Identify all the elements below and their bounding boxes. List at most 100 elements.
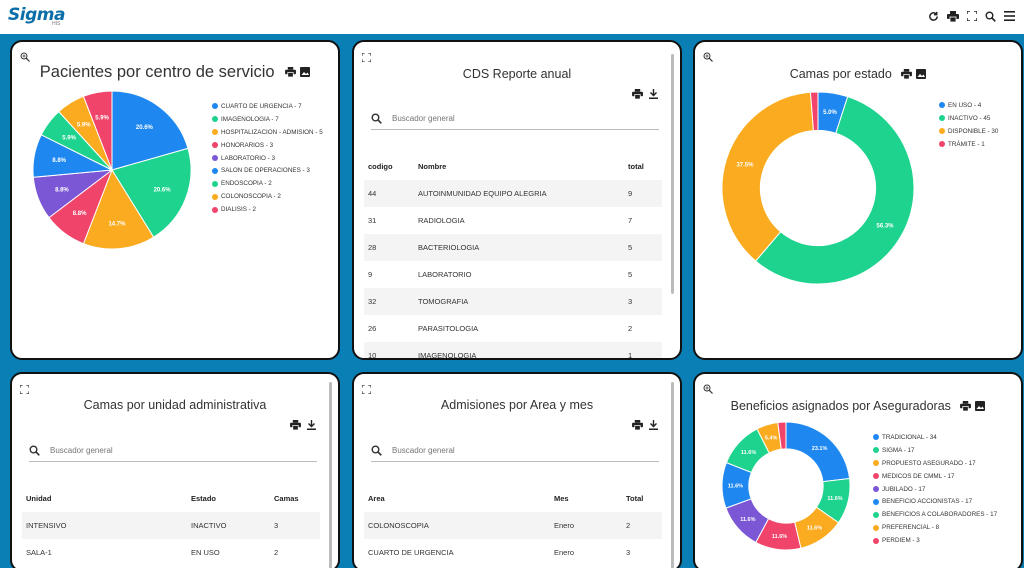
legend-item[interactable]: MEDICOS DE CMML - 17	[873, 470, 997, 483]
table-row[interactable]: 32 TOMOGRAFIA 3	[364, 288, 662, 315]
card-cds-reporte: CDS Reporte anual codigo Nombre total 44 AUT…	[352, 40, 682, 360]
pie-slice[interactable]	[82, 168, 155, 250]
column-header[interactable]: total	[628, 162, 644, 171]
legend-item[interactable]: BENEFICIO ACCIONISTAS - 17	[873, 495, 997, 508]
legend-item[interactable]: COLONOSCOPIA - 2	[212, 190, 323, 203]
app-logo[interactable]: Sigma	[8, 5, 65, 25]
legend-swatch	[939, 141, 945, 148]
scrollbar[interactable]	[329, 382, 332, 568]
print-icon[interactable]	[290, 417, 301, 435]
legend-item[interactable]: HONORARIOS - 3	[212, 139, 323, 152]
table-cell: 7	[628, 216, 633, 225]
table-row[interactable]: 28 BACTERIOLOGIA 5	[364, 234, 662, 261]
search-input[interactable]	[392, 446, 592, 455]
column-header[interactable]: Estado	[191, 494, 217, 503]
legend-item[interactable]: SALON DE OPERACIONES - 3	[212, 164, 323, 177]
zoom-icon[interactable]	[20, 49, 30, 62]
table-cell: 2	[626, 521, 631, 530]
legend-swatch	[873, 537, 879, 544]
print-icon[interactable]	[632, 417, 643, 435]
download-icon[interactable]	[307, 417, 316, 435]
donut-chart-beneficios: 23.1% 11.6% 11.6% 11.6% 11.6% 11.6% 11.6% 5.4%	[721, 421, 851, 551]
scrollbar[interactable]	[671, 54, 674, 294]
pie-slice[interactable]	[82, 90, 113, 171]
legend-item[interactable]: JUBILADO - 17	[873, 483, 997, 496]
image-icon[interactable]	[916, 68, 927, 82]
zoom-icon[interactable]	[703, 381, 713, 394]
legend-label: PREFERENCIAL - 8	[882, 524, 940, 532]
column-header[interactable]: Mes	[554, 494, 569, 503]
legend-item[interactable]: INACTIVO - 45	[939, 112, 998, 125]
download-icon[interactable]	[649, 86, 658, 104]
legend-item[interactable]: EN USO - 4	[939, 99, 998, 112]
table-row[interactable]: 31 RADIOLOGIA 7	[364, 207, 662, 234]
fullscreen-icon[interactable]	[965, 9, 978, 23]
legend-item[interactable]: DISPONIBLE - 30	[939, 125, 998, 138]
print-icon[interactable]	[285, 63, 297, 82]
fullscreen-icon[interactable]	[361, 49, 372, 63]
legend-item[interactable]: PERDIEM - 3	[873, 534, 997, 547]
print-icon[interactable]	[960, 400, 972, 414]
column-header[interactable]: codigo	[368, 162, 393, 171]
column-header[interactable]: Area	[368, 494, 385, 503]
search-input[interactable]	[50, 446, 250, 455]
fullscreen-icon[interactable]	[361, 381, 372, 395]
refresh-icon[interactable]	[927, 9, 940, 23]
search-box	[371, 108, 659, 130]
legend-item[interactable]: IMAGENOLOGIA - 7	[212, 113, 323, 126]
table-row[interactable]: 26 PARASITOLOGIA 2	[364, 315, 662, 342]
legend-item[interactable]: SIGMA - 17	[873, 444, 997, 457]
scrollbar[interactable]	[671, 382, 674, 568]
legend-item[interactable]: PROPUESTO ASEGURADO - 17	[873, 457, 997, 470]
legend-item[interactable]: ENDOSCOPIA - 2	[212, 177, 323, 190]
table-row[interactable]: SALA-1 EN USO 2	[22, 539, 320, 566]
column-header[interactable]: Nombre	[418, 162, 447, 171]
search-input[interactable]	[392, 114, 592, 123]
column-header[interactable]: Unidad	[26, 494, 52, 503]
legend-item[interactable]: LABORATORIO - 3	[212, 152, 323, 165]
slice-label: 11.6%	[772, 534, 787, 540]
table-row[interactable]: COLONOSCOPIA Enero 2	[364, 512, 662, 539]
slice-label: 11.6%	[741, 450, 756, 456]
card-title-row: Camas por estado	[695, 67, 1021, 82]
download-icon[interactable]	[649, 417, 658, 435]
legend-label: CUARTO DE URGENCIA - 7	[221, 102, 302, 110]
print-icon[interactable]	[632, 86, 643, 104]
fullscreen-icon[interactable]	[19, 381, 30, 395]
table-row[interactable]: 10 IMAGENOLOGIA 1	[364, 342, 662, 358]
slice-label: 20.6%	[136, 125, 154, 131]
legend-item[interactable]: CUARTO DE URGENCIA - 7	[212, 100, 323, 113]
pie-slice[interactable]	[721, 91, 815, 262]
pie-slice[interactable]	[777, 421, 787, 450]
legend-label: PERDIEM - 3	[882, 537, 920, 545]
legend-item[interactable]: HOSPITALIZACION - ADMISION - 5	[212, 126, 323, 139]
image-icon[interactable]	[975, 400, 986, 414]
table-cell: 44	[368, 189, 377, 198]
menu-icon[interactable]	[1003, 9, 1016, 23]
legend-swatch	[873, 486, 879, 492]
card-admisiones: Admisiones por Area y mes Area Mes Total CO…	[352, 372, 682, 568]
pie-slice[interactable]	[111, 90, 189, 171]
pie-chart-pacientes: 20.6% 20.6% 14.7% 8.8% 8.8% 8.8% 5.9% 5.9% 5.9%	[32, 90, 192, 250]
legend-item[interactable]: BENEFICIOS A COLABORADORES - 17	[873, 508, 997, 521]
pie-slice[interactable]	[754, 96, 915, 285]
legend-swatch	[212, 155, 218, 161]
table-row[interactable]: CUARTO DE URGENCIA Enero 3	[364, 539, 662, 566]
table-row[interactable]: 44 AUTOINMUNIDAD EQUIPO ALEGRIA 9	[364, 180, 662, 207]
legend-label: JUBILADO - 17	[882, 485, 926, 493]
image-icon[interactable]	[300, 63, 311, 82]
pie-slice[interactable]	[111, 147, 192, 238]
search-icon[interactable]	[984, 9, 997, 23]
print-icon[interactable]	[946, 9, 959, 23]
legend-item[interactable]: TRÁMITE - 1	[939, 138, 998, 151]
zoom-icon[interactable]	[703, 49, 713, 62]
table-row[interactable]: 9 LABORATORIO 5	[364, 261, 662, 288]
print-icon[interactable]	[901, 68, 913, 82]
legend-item[interactable]: TRADICIONAL - 34	[873, 431, 997, 444]
column-header[interactable]: Camas	[274, 494, 299, 503]
pie-slice[interactable]	[809, 91, 819, 132]
legend-item[interactable]: PREFERENCIAL - 8	[873, 521, 997, 534]
legend-item[interactable]: DIALISIS - 2	[212, 203, 323, 216]
column-header[interactable]: Total	[626, 494, 644, 503]
table-row[interactable]: INTENSIVO INACTIVO 3	[22, 512, 320, 539]
